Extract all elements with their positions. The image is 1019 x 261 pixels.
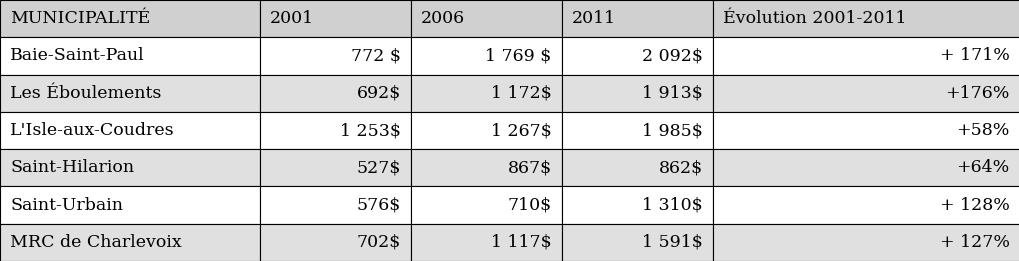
Text: Saint-Hilarion: Saint-Hilarion [10, 159, 135, 176]
Text: +58%: +58% [956, 122, 1009, 139]
Bar [712, 75, 1019, 112]
Text: 576$: 576$ [356, 197, 400, 213]
Bar [712, 0, 1019, 37]
Bar [712, 37, 1019, 75]
Text: 710$: 710$ [507, 197, 551, 213]
Bar [260, 37, 411, 75]
Text: 2011: 2011 [572, 10, 615, 27]
Bar [411, 112, 561, 149]
Text: + 128%: + 128% [938, 197, 1009, 213]
Text: Baie-Saint-Paul: Baie-Saint-Paul [10, 48, 145, 64]
Bar [0, 149, 260, 186]
Text: 2001: 2001 [270, 10, 314, 27]
Bar [260, 112, 411, 149]
Text: 1 267$: 1 267$ [490, 122, 551, 139]
Bar [411, 224, 561, 261]
Text: 692$: 692$ [356, 85, 400, 102]
Bar [0, 0, 260, 37]
Bar [561, 75, 712, 112]
Bar [411, 75, 561, 112]
Text: MUNICIPALITÉ: MUNICIPALITÉ [10, 10, 151, 27]
Text: +176%: +176% [945, 85, 1009, 102]
Bar [0, 224, 260, 261]
Bar [712, 224, 1019, 261]
Text: L'Isle-aux-Coudres: L'Isle-aux-Coudres [10, 122, 174, 139]
Bar [411, 0, 561, 37]
Text: 1 172$: 1 172$ [490, 85, 551, 102]
Bar [712, 112, 1019, 149]
Bar [260, 0, 411, 37]
Bar [0, 112, 260, 149]
Text: 1 985$: 1 985$ [641, 122, 702, 139]
Bar [561, 149, 712, 186]
Text: 1 769 $: 1 769 $ [485, 48, 551, 64]
Text: + 171%: + 171% [938, 48, 1009, 64]
Bar [411, 149, 561, 186]
Bar [260, 224, 411, 261]
Bar [260, 149, 411, 186]
Text: 867$: 867$ [507, 159, 551, 176]
Bar [411, 37, 561, 75]
Bar [0, 75, 260, 112]
Text: MRC de Charlevoix: MRC de Charlevoix [10, 234, 181, 251]
Bar [712, 149, 1019, 186]
Text: Les Éboulements: Les Éboulements [10, 85, 161, 102]
Bar [0, 186, 260, 224]
Text: 1 310$: 1 310$ [641, 197, 702, 213]
Bar [712, 186, 1019, 224]
Text: 527$: 527$ [356, 159, 400, 176]
Text: 1 117$: 1 117$ [490, 234, 551, 251]
Text: 1 913$: 1 913$ [641, 85, 702, 102]
Text: 702$: 702$ [356, 234, 400, 251]
Text: 862$: 862$ [658, 159, 702, 176]
Bar [561, 186, 712, 224]
Text: 772 $: 772 $ [351, 48, 400, 64]
Bar [0, 37, 260, 75]
Bar [260, 186, 411, 224]
Bar [561, 37, 712, 75]
Bar [561, 112, 712, 149]
Bar [260, 75, 411, 112]
Bar [411, 186, 561, 224]
Bar [561, 224, 712, 261]
Text: Saint-Urbain: Saint-Urbain [10, 197, 123, 213]
Text: 2006: 2006 [421, 10, 465, 27]
Bar [561, 0, 712, 37]
Text: 2 092$: 2 092$ [641, 48, 702, 64]
Text: +64%: +64% [956, 159, 1009, 176]
Text: + 127%: + 127% [938, 234, 1009, 251]
Text: Évolution 2001-2011: Évolution 2001-2011 [722, 10, 906, 27]
Text: 1 591$: 1 591$ [641, 234, 702, 251]
Text: 1 253$: 1 253$ [339, 122, 400, 139]
